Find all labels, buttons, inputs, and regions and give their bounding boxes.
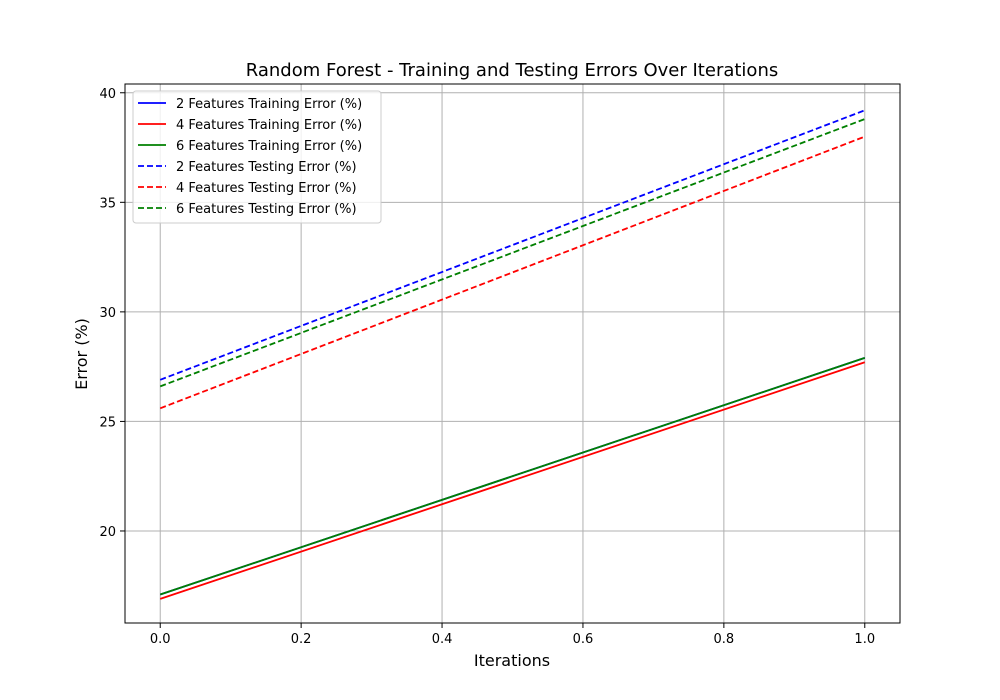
- legend-label: 6 Features Training Error (%): [176, 139, 362, 154]
- x-tick-label: 1.0: [854, 632, 875, 647]
- series-line: [159, 361, 866, 600]
- series-line: [159, 357, 866, 596]
- y-axis-label: Error (%): [72, 318, 91, 390]
- x-tick-label: 0.2: [291, 632, 312, 647]
- y-tick-label: 35: [99, 196, 116, 211]
- chart-title: Random Forest - Training and Testing Err…: [246, 60, 778, 81]
- legend-label: 4 Features Testing Error (%): [176, 181, 357, 196]
- y-tick-label: 25: [99, 415, 116, 430]
- x-tick-label: 0.6: [573, 632, 594, 647]
- series-group: [159, 109, 866, 600]
- x-tick-label: 0.4: [432, 632, 453, 647]
- legend: 2 Features Training Error (%) 4 Features …: [132, 90, 382, 224]
- x-axis-label: Iterations: [474, 651, 550, 670]
- axis-ticks: 0.0 0.2 0.4 0.6 0.8 1.0 20 25 30 35 40: [99, 87, 875, 647]
- legend-label: 4 Features Training Error (%): [176, 118, 362, 133]
- legend-label: 6 Features Testing Error (%): [176, 202, 357, 217]
- legend-box: [132, 90, 382, 224]
- x-tick-label: 0.8: [714, 632, 735, 647]
- y-tick-label: 40: [99, 87, 116, 102]
- legend-label: 2 Features Testing Error (%): [176, 160, 357, 175]
- legend-label: 2 Features Training Error (%): [176, 97, 362, 112]
- y-tick-label: 30: [99, 306, 116, 321]
- y-tick-label: 20: [99, 525, 116, 540]
- plot-area-frame: [124, 83, 901, 624]
- x-tick-label: 0.0: [150, 632, 171, 647]
